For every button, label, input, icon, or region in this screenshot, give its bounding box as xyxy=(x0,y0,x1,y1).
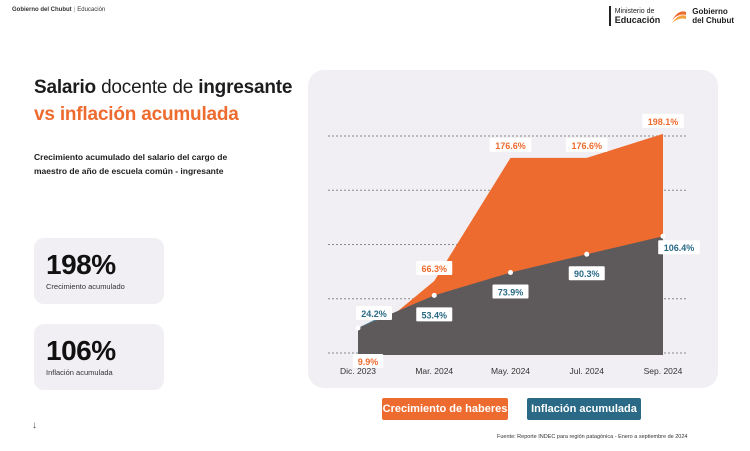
legend-inflation: Inflación acumulada xyxy=(527,398,641,420)
title-part1: Salario xyxy=(34,77,96,98)
x-tick-label: Mar. 2024 xyxy=(415,366,453,376)
page-title: Salario docente de ingresante xyxy=(34,77,292,99)
brand-section: Educación xyxy=(77,7,106,13)
growth-label-bg xyxy=(352,353,384,368)
inflation-label: 24.2% xyxy=(361,309,387,319)
x-tick-label: May. 2024 xyxy=(491,366,530,376)
stat-growth-value: 198% xyxy=(46,249,116,280)
growth-label: 9.9% xyxy=(358,357,379,367)
inflation-point xyxy=(660,233,666,239)
ministry-line2: Educación xyxy=(614,15,661,25)
gob-line1: Gobierno xyxy=(692,7,728,16)
chart-panel: 9.9% 66.3% 176.6% 176.6% 198.1% 24.2% 53.4% 73.… xyxy=(308,70,718,388)
inflation-label: 53.4% xyxy=(421,310,447,320)
inflation-label-bg xyxy=(568,266,605,281)
inflation-label-bg xyxy=(658,240,700,255)
stat-card-growth: 198% Crecimiento acumulado xyxy=(34,238,164,304)
x-tick-label: Dic. 2023 xyxy=(340,366,376,376)
ministry-logo: Ministerio de Educación xyxy=(608,6,661,26)
area-chart: 9.9% 66.3% 176.6% 176.6% 198.1% 24.2% 53.4% 73.… xyxy=(328,113,700,376)
inflation-point xyxy=(431,292,437,298)
inflation-label-bg xyxy=(356,305,392,320)
stat-growth-label: Crecimiento acumulado xyxy=(46,282,125,291)
growth-label-bg xyxy=(489,137,532,152)
inflation-point xyxy=(508,270,513,276)
inflation-label: 106.4% xyxy=(664,243,695,253)
legend-growth: Crecimiento de haberes xyxy=(382,398,508,420)
growth-label-bg xyxy=(565,137,608,152)
chubut-flag-icon xyxy=(672,11,687,23)
source-note: Fuente: Reporte INDEC para región patagó… xyxy=(497,434,688,440)
growth-label-bg xyxy=(416,260,453,275)
brand-name: Gobierno del Chubut xyxy=(12,7,72,13)
growth-label: 176.6% xyxy=(495,141,526,151)
inflation-point xyxy=(355,325,361,331)
inflation-label-bg xyxy=(492,284,529,299)
gob-line2: del Chubut xyxy=(692,16,734,25)
inflation-point xyxy=(584,251,590,257)
inflation-label-bg xyxy=(416,307,453,322)
x-tick-label: Sep. 2024 xyxy=(644,366,683,376)
header-logos: Ministerio de Educación Gobierno del Chu… xyxy=(608,6,734,26)
stat-card-inflation: 106% Inflación acumulada xyxy=(34,324,164,390)
growth-label: 176.6% xyxy=(571,141,602,151)
growth-label: 198.1% xyxy=(648,117,679,127)
header-brand: Gobierno del Chubut | Educación xyxy=(12,7,106,13)
growth-label: 66.3% xyxy=(421,264,447,274)
gobierno-logo: Gobierno del Chubut xyxy=(670,7,734,25)
inflation-label: 90.3% xyxy=(574,269,600,279)
page-title-line2: vs inflación acumulada xyxy=(34,104,239,125)
x-tick-label: Jul. 2024 xyxy=(570,366,605,376)
stat-inflation-value: 106% xyxy=(46,335,116,366)
growth-label-bg xyxy=(642,113,684,128)
stat-inflation-label: Inflación acumulada xyxy=(46,368,113,377)
title-part2: docente de xyxy=(101,77,194,98)
down-arrow-icon: ↓ xyxy=(32,420,37,431)
title-part3: ingresante xyxy=(198,77,293,98)
inflation-label: 73.9% xyxy=(498,288,524,298)
ministry-line1: Ministerio de xyxy=(614,8,655,15)
subtitle: Crecimiento acumulado del salario del ca… xyxy=(34,152,228,176)
